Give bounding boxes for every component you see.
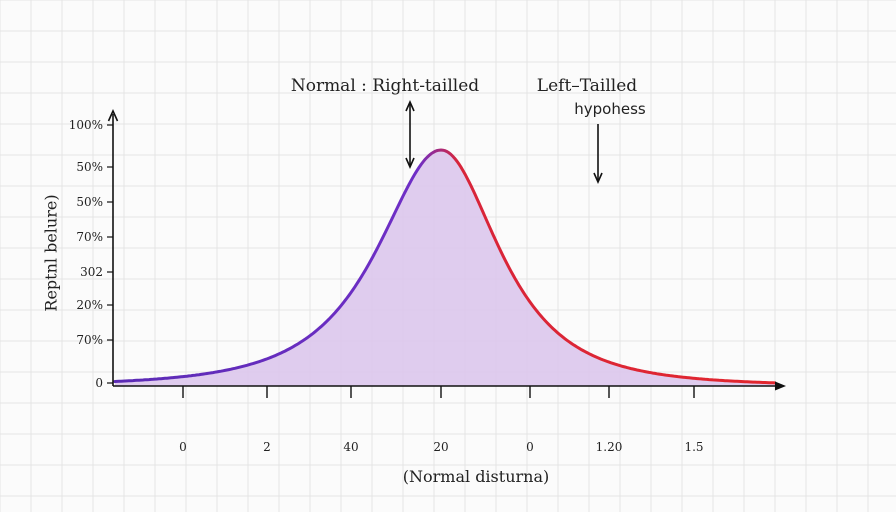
annotation-left-tailed: Left–Tailled xyxy=(537,76,637,96)
x-tick-label: 2 xyxy=(263,440,271,454)
x-axis-title: (Normal disturna) xyxy=(403,467,549,486)
double-arrow-icon xyxy=(405,100,415,169)
y-axis-title: Reptnl belure) xyxy=(42,194,61,311)
y-tick-label: 50% xyxy=(76,160,103,174)
y-tick-label: 0 xyxy=(95,376,103,390)
series-line xyxy=(113,148,777,385)
y-tick-label: 70% xyxy=(76,333,103,347)
y-tick-label: 302 xyxy=(80,265,103,279)
y-tick-label: 70% xyxy=(76,230,103,244)
annotation-hypohess: hypohess xyxy=(574,100,646,118)
annotation-normal-right-tailed: Normal : Right-tailled xyxy=(291,76,479,96)
x-tick-label: 0 xyxy=(526,440,534,454)
y-tick-label: 50% xyxy=(76,195,103,209)
x-tick-label: 20 xyxy=(433,440,448,454)
area-fill xyxy=(115,150,775,386)
x-tick-label: 40 xyxy=(343,440,358,454)
x-axis-arrow xyxy=(775,381,786,391)
x-tick-label: 1.5 xyxy=(684,440,703,454)
x-tick-label: 1.20 xyxy=(596,440,623,454)
down-arrow-icon xyxy=(593,124,603,184)
y-tick-label: 20% xyxy=(76,298,103,312)
y-tick-label: 100% xyxy=(69,118,103,132)
x-tick-label: 0 xyxy=(179,440,187,454)
y-axis-arrow xyxy=(107,109,119,122)
